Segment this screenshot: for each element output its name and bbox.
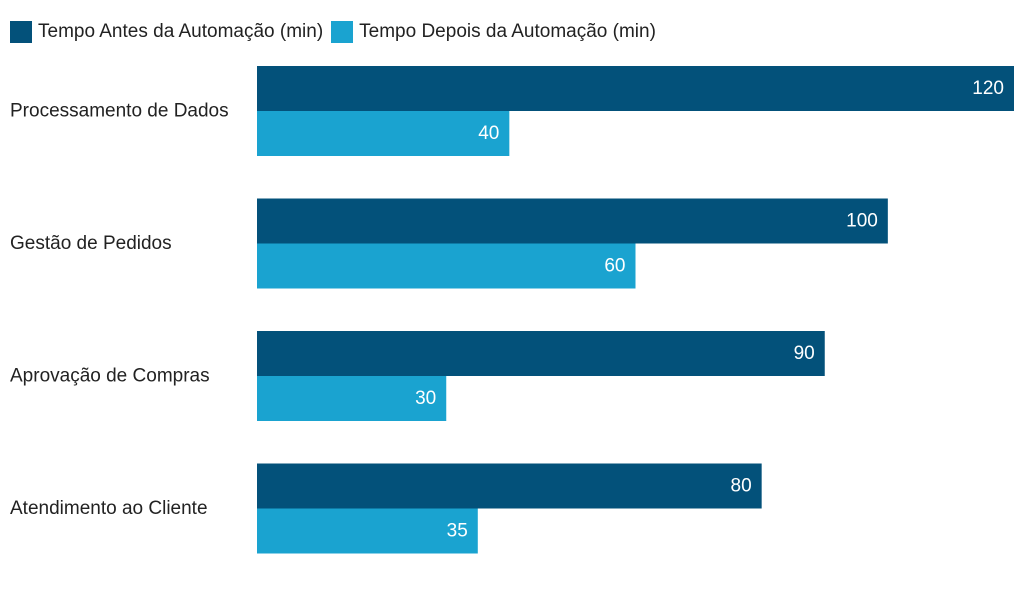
bar-value-label: 80 [731,476,752,497]
category-label: Atendimento ao Cliente [10,498,208,519]
legend-swatch-after [331,21,354,43]
legend-swatch-before [10,21,32,43]
bar-value-label: 120 [972,78,1004,99]
bar-before[interactable] [257,198,888,244]
bar-value-label: 100 [846,211,878,232]
category-label: Aprovação de Compras [10,366,210,387]
category-label: Processamento de Dados [10,101,229,122]
bar-value-label: 35 [447,521,468,542]
bar-after[interactable] [257,508,478,554]
bar-after[interactable] [257,376,447,421]
bar-after[interactable] [257,111,510,156]
bar-after[interactable] [257,243,636,289]
bar-value-label: 40 [478,123,499,144]
legend-item-after[interactable]: Tempo Depois da Automação (min) [331,21,656,43]
bar-before[interactable] [257,331,825,376]
legend-label-before: Tempo Antes da Automação (min) [38,21,324,42]
legend: Tempo Antes da Automação (min) Tempo Dep… [10,19,664,45]
legend-item-before[interactable]: Tempo Antes da Automação (min) [10,21,323,43]
legend-label-after: Tempo Depois da Automação (min) [359,21,656,42]
category-label: Gestão de Pedidos [10,233,172,254]
bar-value-label: 30 [415,388,436,409]
bar-before[interactable] [257,66,1014,111]
bar-value-label: 60 [604,256,625,277]
bar-before[interactable] [257,463,762,509]
bar-value-label: 90 [794,343,815,364]
